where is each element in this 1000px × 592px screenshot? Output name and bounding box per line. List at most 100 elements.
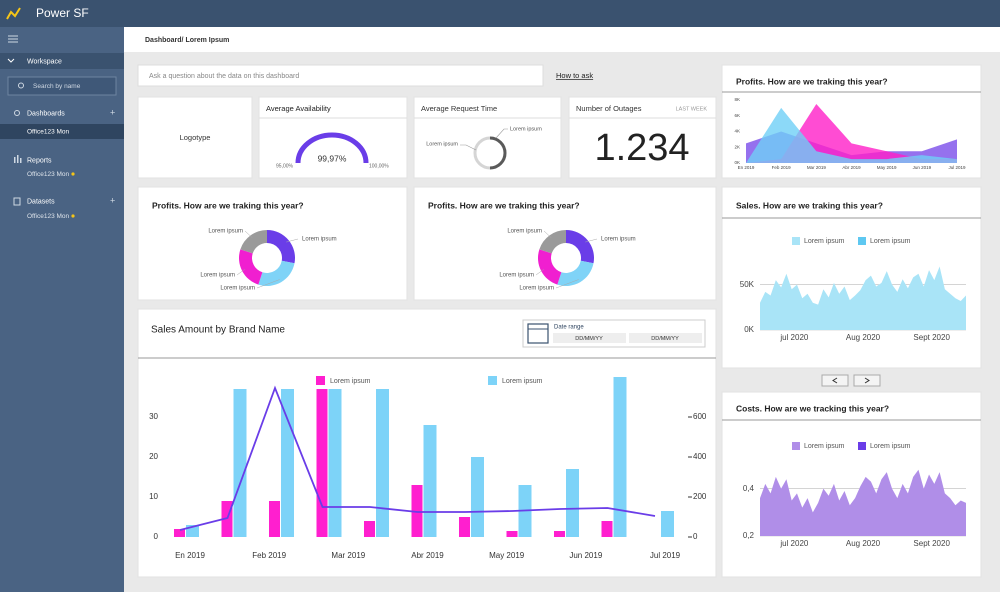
donut-segment bbox=[539, 230, 566, 254]
y-tick-label: 8K bbox=[734, 97, 740, 102]
qa-link[interactable]: How to ask bbox=[556, 71, 593, 80]
date-to[interactable] bbox=[629, 333, 702, 343]
chart-title: Costs. How are we tracking this year? bbox=[736, 403, 889, 413]
bar bbox=[411, 485, 423, 537]
bar bbox=[601, 521, 613, 537]
legend-swatch bbox=[488, 376, 497, 385]
menu-icon[interactable] bbox=[8, 35, 18, 43]
section-item[interactable]: Office123 Mon bbox=[27, 213, 70, 220]
prev-button[interactable] bbox=[821, 374, 849, 387]
breadcrumb-bar bbox=[124, 27, 1000, 52]
section-item[interactable]: Office123 Mon bbox=[27, 129, 70, 136]
section-label[interactable]: Reports bbox=[27, 157, 52, 164]
leader-line bbox=[543, 230, 552, 238]
y-tick-label: 30 bbox=[149, 412, 158, 421]
breadcrumb: Dashboard/ Lorem Ipsum bbox=[145, 37, 229, 44]
chart-title: Profits. How are we traking this year? bbox=[152, 200, 304, 210]
leader-line bbox=[236, 269, 245, 276]
star-icon bbox=[71, 214, 75, 218]
search-box[interactable] bbox=[7, 76, 117, 96]
leader-line bbox=[555, 279, 579, 289]
x-tick-label: Jun 2019 bbox=[913, 165, 932, 170]
area bbox=[746, 107, 957, 163]
leader-line bbox=[495, 128, 508, 139]
leader-line bbox=[585, 238, 598, 243]
next-button[interactable] bbox=[853, 374, 881, 387]
x-tick-label: May 2019 bbox=[877, 165, 897, 170]
bar bbox=[471, 457, 484, 537]
date-to-text: DD/MM/YY bbox=[651, 336, 679, 342]
line bbox=[179, 385, 656, 531]
chevron bbox=[7, 58, 15, 63]
legend-swatch bbox=[792, 442, 800, 450]
datasets-icon bbox=[13, 197, 21, 206]
legend-label: Lorem ipsum bbox=[804, 443, 845, 450]
area bbox=[760, 266, 966, 330]
section-label[interactable]: Dashboards bbox=[27, 110, 65, 117]
leader-line bbox=[460, 144, 477, 151]
bar bbox=[174, 529, 185, 537]
x-tick-label: Jul 2019 bbox=[650, 551, 681, 560]
leader-line bbox=[244, 230, 253, 238]
ring-label: Lorem ipsum bbox=[510, 126, 542, 132]
leader-line bbox=[286, 238, 299, 243]
chart-title: Sales. How are we traking this year? bbox=[736, 200, 883, 210]
y-tick-label: 6K bbox=[734, 113, 740, 118]
app-title: Power SF bbox=[36, 6, 89, 20]
tile-title: Average Request Time bbox=[421, 104, 497, 113]
date-range-label: Date range bbox=[554, 325, 584, 331]
y-tick-label: 0,4 bbox=[743, 484, 755, 493]
y-tick-label: 0K bbox=[734, 160, 740, 165]
donut-segment bbox=[267, 230, 295, 264]
x-tick-label: Abr 2019 bbox=[411, 551, 444, 560]
qa-placeholder: Ask a question about the data on this da… bbox=[149, 73, 299, 80]
x-tick-label: En 2019 bbox=[175, 551, 205, 560]
bar bbox=[554, 531, 565, 537]
outages-tile bbox=[568, 96, 717, 179]
legend-label: Lorem ipsum bbox=[502, 378, 543, 385]
reports-icon bbox=[14, 155, 22, 163]
x-tick-label: Jun 2019 bbox=[569, 551, 602, 560]
gauge-max: 100,00% bbox=[369, 163, 389, 169]
x-tick-label: jul 2020 bbox=[779, 333, 809, 342]
segment-label: Lorem ipsum bbox=[601, 237, 636, 243]
section-label[interactable]: Datasets bbox=[27, 198, 55, 205]
bar bbox=[364, 521, 375, 537]
bar bbox=[328, 389, 342, 537]
workspace-row[interactable] bbox=[0, 53, 124, 69]
ring-arc bbox=[489, 136, 507, 170]
sidebar bbox=[0, 27, 124, 592]
area bbox=[760, 469, 966, 536]
bar bbox=[566, 469, 579, 537]
x-tick-label: Abr 2019 bbox=[842, 165, 861, 170]
section-item[interactable]: Office123 Mon bbox=[27, 171, 70, 178]
chart-title: Profits. How are we traking this year? bbox=[736, 76, 888, 86]
segment-label: Lorem ipsum bbox=[208, 229, 243, 235]
leader-line bbox=[535, 269, 544, 276]
legend-swatch bbox=[858, 442, 866, 450]
y-tick-label: 2K bbox=[734, 144, 740, 149]
add-icon[interactable]: + bbox=[110, 107, 115, 117]
x-tick-label: Jul 2019 bbox=[948, 165, 966, 170]
logo-tile bbox=[137, 96, 253, 179]
x-tick-label: Mar 2019 bbox=[331, 551, 365, 560]
x-tick-label: Mar 2019 bbox=[807, 165, 827, 170]
selected-item[interactable] bbox=[0, 124, 124, 139]
ring-label: Lorem ipsum bbox=[426, 141, 458, 147]
bar bbox=[376, 389, 389, 537]
y-tick-label: 0 bbox=[154, 532, 159, 541]
bar bbox=[423, 425, 437, 537]
x-tick-label: En 2019 bbox=[738, 165, 755, 170]
search-placeholder: Search by name bbox=[33, 83, 81, 90]
header-bar bbox=[0, 0, 1000, 27]
y-tick-label: 4K bbox=[734, 129, 740, 134]
date-from-text: DD/MM/YY bbox=[575, 336, 603, 342]
star-icon bbox=[71, 172, 75, 176]
bar bbox=[316, 389, 328, 537]
y2-tick-label: 400 bbox=[693, 452, 707, 461]
add-icon[interactable]: + bbox=[110, 195, 115, 205]
bar bbox=[233, 389, 247, 537]
qa-input[interactable] bbox=[137, 64, 544, 87]
date-from[interactable] bbox=[553, 333, 626, 343]
